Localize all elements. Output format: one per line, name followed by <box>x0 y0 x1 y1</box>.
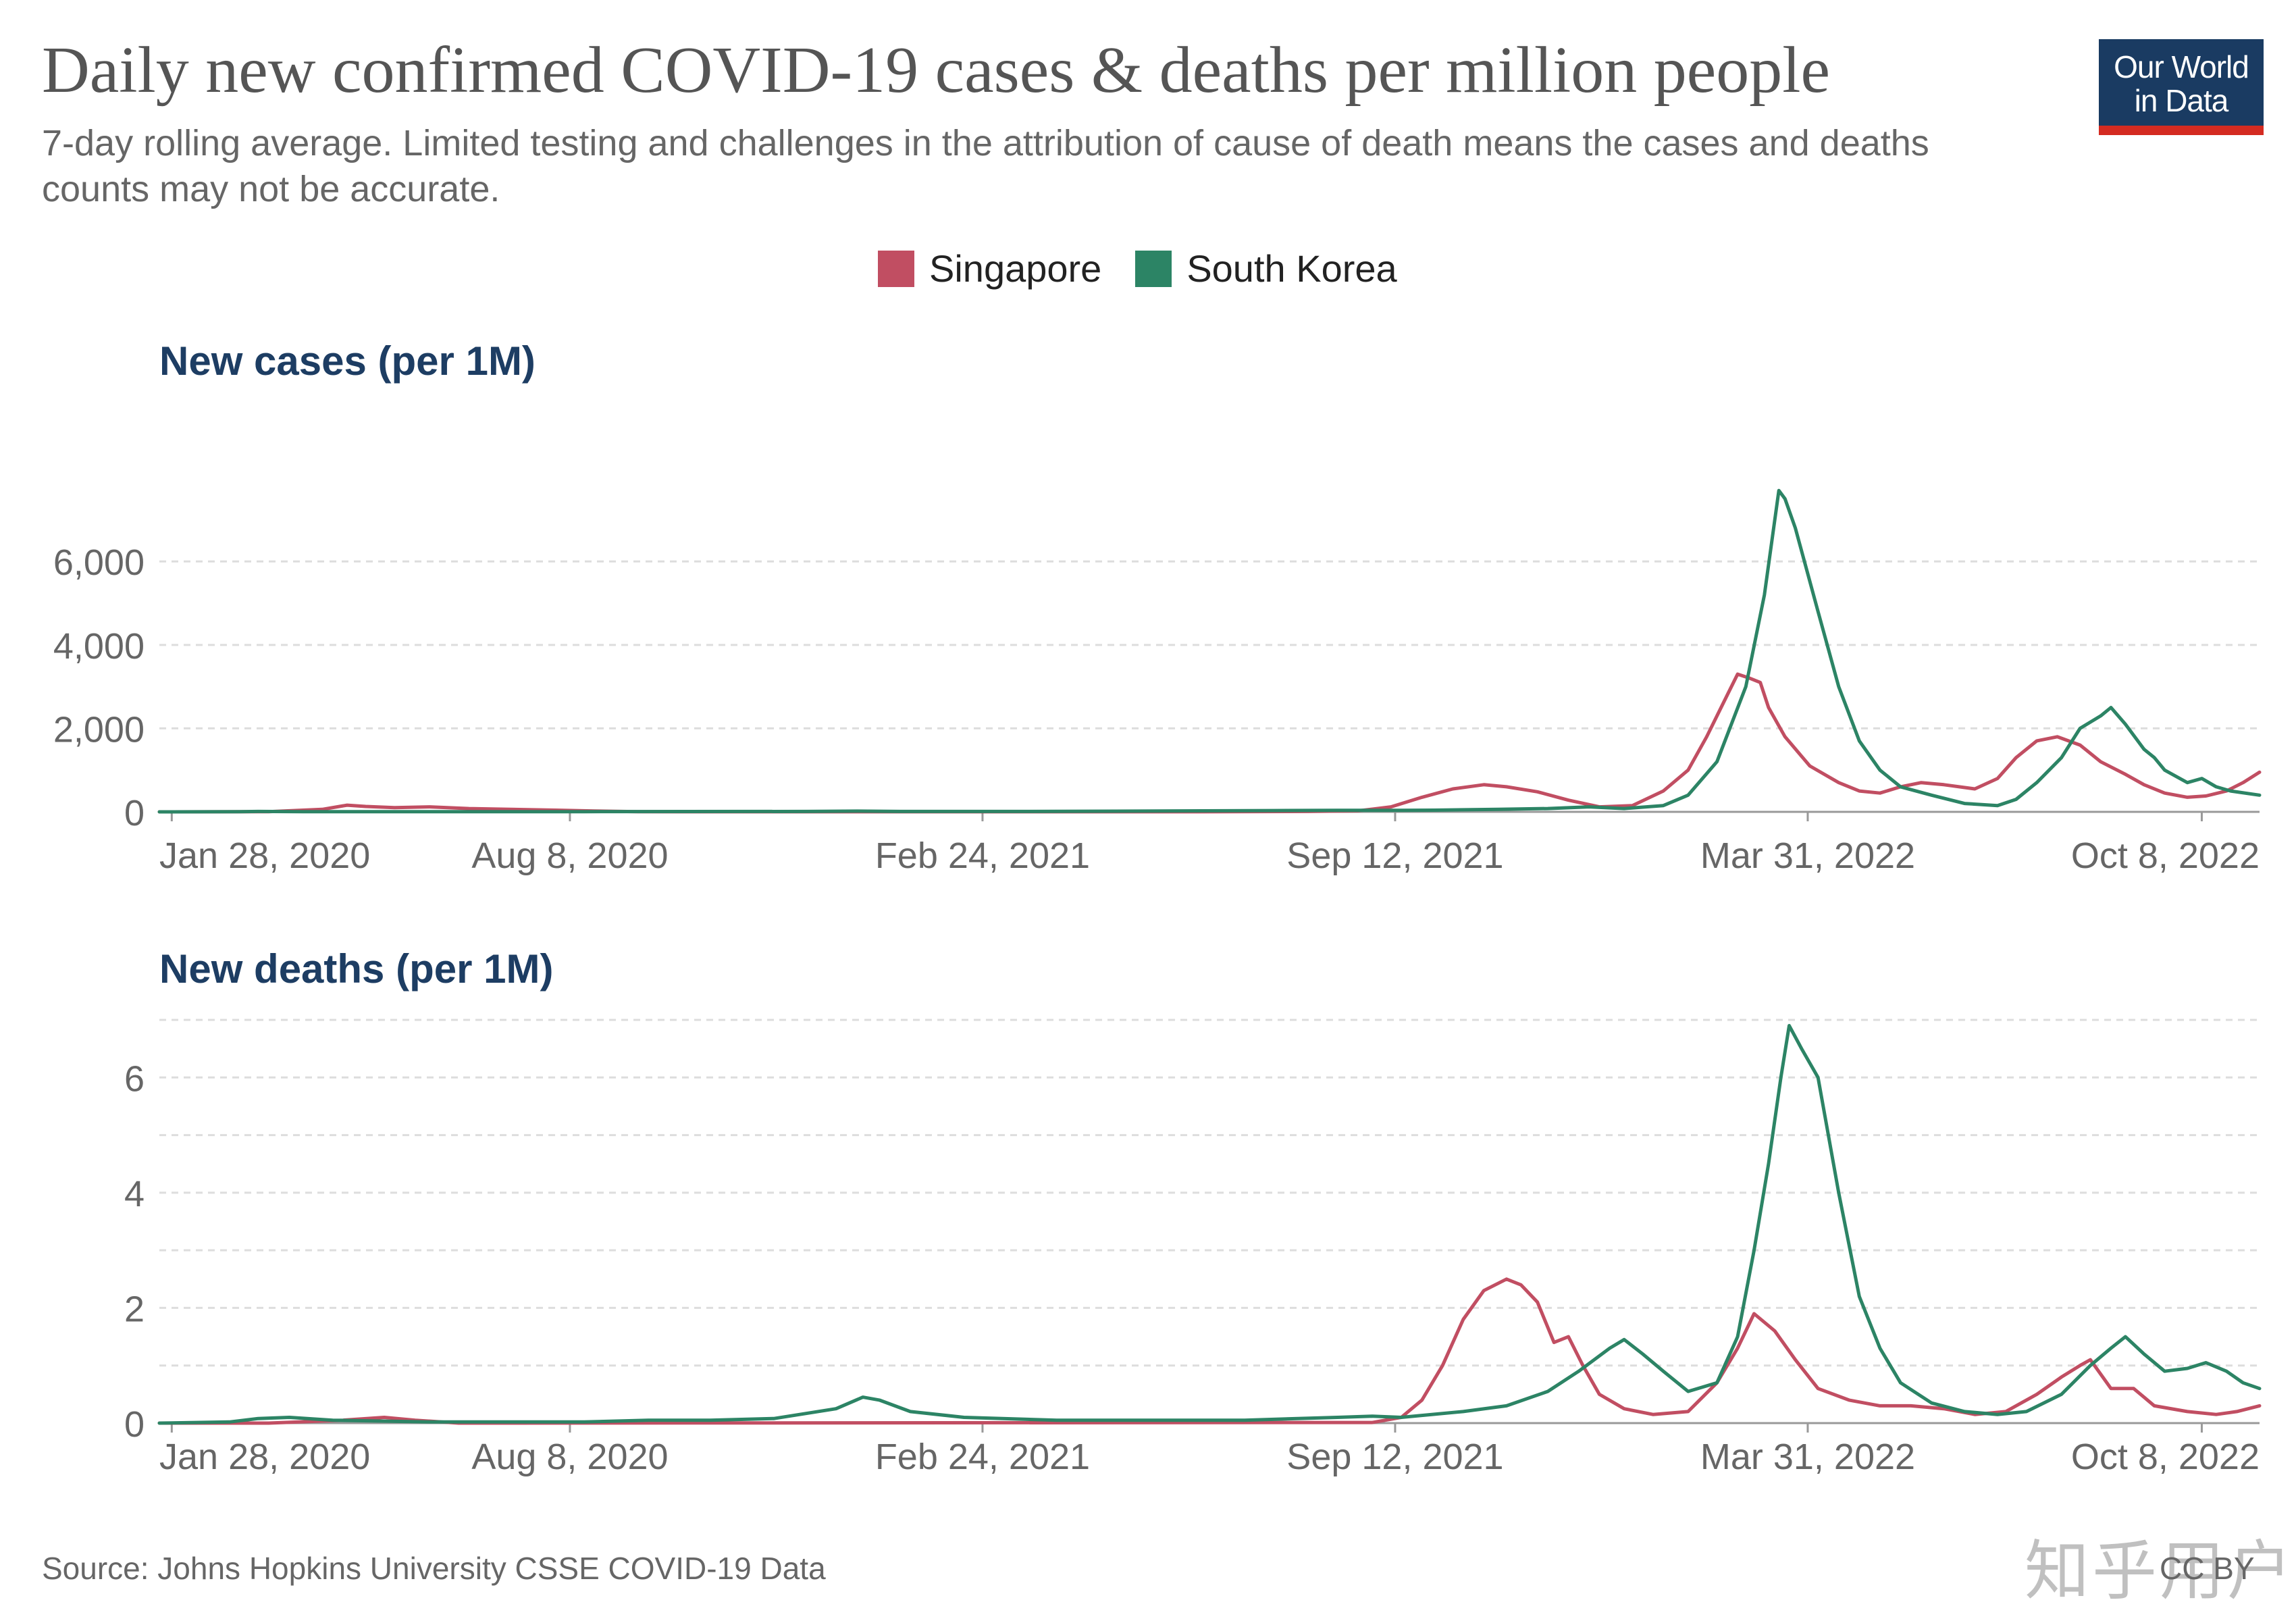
panel-2-xtick-label: Feb 24, 2021 <box>875 1437 1090 1477</box>
source-note: Source: Johns Hopkins University CSSE CO… <box>42 1551 826 1586</box>
chart-title: Daily new confirmed COVID-19 cases & dea… <box>42 34 1831 107</box>
panel-2-title: New deaths (per 1M) <box>159 946 553 992</box>
legend-swatch-south-korea <box>1135 250 1172 287</box>
panel-2-xtick-label: Sep 12, 2021 <box>1286 1437 1503 1477</box>
panel-2-ytick-label: 2 <box>124 1289 145 1329</box>
legend-label-south-korea: South Korea <box>1186 247 1397 290</box>
panel-2-line-south-korea <box>157 1024 2262 1425</box>
panel-2-line-singapore <box>157 1277 2262 1425</box>
legend-item-south-korea[interactable]: South Korea <box>1135 247 1397 290</box>
watermark: 知乎用户 <box>2025 1535 2295 1607</box>
panel-1-line-singapore <box>157 672 2262 814</box>
logo-line-1: Our World <box>2114 49 2249 84</box>
panel-2-xtick-label: Aug 8, 2020 <box>471 1437 668 1477</box>
panel-1-ytick-label: 4,000 <box>53 626 145 667</box>
panel-1-ytick-label: 0 <box>124 793 145 833</box>
legend-swatch-singapore <box>878 250 914 287</box>
panel-1-ytick-label: 6,000 <box>53 542 145 583</box>
panel-1-title: New cases (per 1M) <box>159 338 536 384</box>
legend-label-singapore: Singapore <box>929 247 1102 290</box>
panel-2-ytick-label: 4 <box>124 1174 145 1214</box>
license-link[interactable]: CC BY <box>2160 1551 2255 1586</box>
panel-1-xtick-label: Feb 24, 2021 <box>875 835 1090 876</box>
panel-1-ytick-label: 2,000 <box>53 709 145 750</box>
panel-1-line-south-korea <box>157 488 2262 814</box>
panel-2-xtick-label: Oct 8, 2022 <box>2071 1437 2260 1477</box>
legend-item-singapore[interactable]: Singapore <box>878 247 1101 290</box>
panel-1-xtick-label: Jan 28, 2020 <box>159 835 370 876</box>
legend: Singapore South Korea <box>878 247 1431 290</box>
panel-1-xtick-label: Oct 8, 2022 <box>2071 835 2260 876</box>
panel-1-xtick-label: Sep 12, 2021 <box>1286 835 1503 876</box>
panel-1-xtick-label: Aug 8, 2020 <box>471 835 668 876</box>
panel-1-xtick-label: Mar 31, 2022 <box>1700 835 1915 876</box>
panel-2-xtick-label: Jan 28, 2020 <box>159 1437 370 1477</box>
panel-2-ytick-label: 6 <box>124 1058 145 1099</box>
panel-2-ytick-label: 0 <box>124 1404 145 1445</box>
logo-line-2: in Data <box>2134 83 2229 118</box>
owid-logo[interactable]: Our World in Data <box>2099 39 2264 135</box>
chart-subtitle: 7-day rolling average. Limited testing a… <box>42 123 1929 209</box>
panel-2-xtick-label: Mar 31, 2022 <box>1700 1437 1915 1477</box>
